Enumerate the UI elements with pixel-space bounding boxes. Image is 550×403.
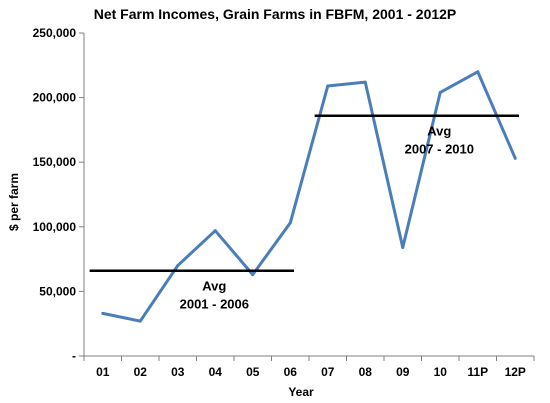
x-tick-label: 09 xyxy=(396,365,410,379)
x-tick-label: 10 xyxy=(434,365,448,379)
data-point xyxy=(213,229,217,233)
y-tick-label: 200,000 xyxy=(33,91,77,105)
data-point xyxy=(363,80,367,84)
x-tick-label: 12P xyxy=(505,365,526,379)
x-ticks: 01 02 03 04 05 06 07 08 09 10 11P 12P xyxy=(83,356,535,379)
data-point xyxy=(176,264,180,268)
average-label-line1: Avg xyxy=(202,279,226,294)
y-tick-label: 100,000 xyxy=(33,220,77,234)
data-point xyxy=(401,245,405,249)
series-line xyxy=(102,70,517,323)
average-label-line2: 2007 - 2010 xyxy=(405,142,474,157)
x-tick-label: 05 xyxy=(246,365,260,379)
data-point xyxy=(251,273,255,277)
chart-title: Net Farm Incomes, Grain Farms in FBFM, 2… xyxy=(93,6,457,22)
data-point xyxy=(288,221,292,225)
x-tick-label: 01 xyxy=(96,365,110,379)
average-lines: Avg 2001 - 2006 Avg 2007 - 2010 xyxy=(89,114,519,312)
data-point xyxy=(138,319,142,323)
data-point xyxy=(438,90,442,94)
data-point xyxy=(101,311,105,315)
axes xyxy=(83,33,534,357)
y-tick-label: - xyxy=(72,349,76,363)
x-tick-label: 04 xyxy=(209,365,223,379)
x-tick-label: 11P xyxy=(467,365,488,379)
data-point xyxy=(326,84,330,88)
y-axis-label: $ per farm xyxy=(7,173,21,231)
x-tick-label: 08 xyxy=(359,365,373,379)
data-point xyxy=(513,156,517,160)
y-tick-label: 50,000 xyxy=(39,284,76,298)
y-tick-label: 250,000 xyxy=(33,26,77,40)
y-tick-label: 150,000 xyxy=(33,155,77,169)
x-tick-label: 02 xyxy=(134,365,148,379)
x-tick-label: 07 xyxy=(321,365,335,379)
data-point xyxy=(476,70,480,74)
x-tick-label: 06 xyxy=(284,365,298,379)
y-ticks: - 50,000 100,000 150,000 200,000 250,000 xyxy=(33,26,84,363)
average-label-line1: Avg xyxy=(427,124,451,139)
average-label-line2: 2001 - 2006 xyxy=(180,297,249,312)
x-tick-label: 03 xyxy=(171,365,185,379)
x-axis-label: Year xyxy=(288,385,314,399)
series xyxy=(101,70,517,323)
